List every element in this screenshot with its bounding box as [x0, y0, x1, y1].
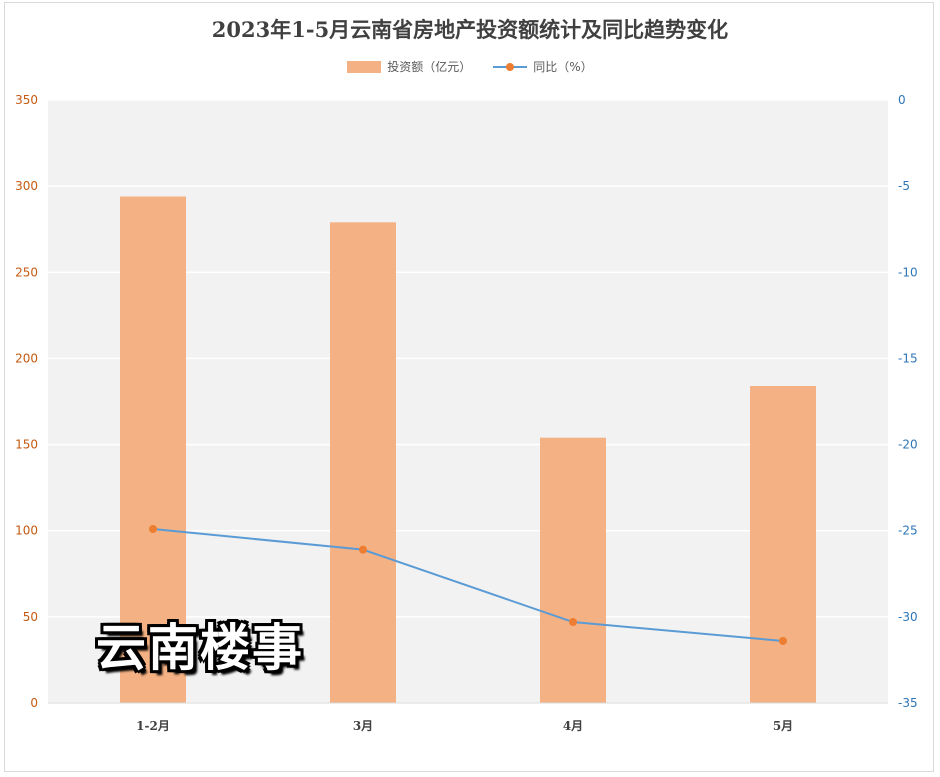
left-axis-tick-label: 300 — [15, 179, 38, 193]
right-axis-tick-label: -20 — [898, 438, 918, 452]
bar — [330, 222, 396, 703]
legend-item-yoy: 同比（%） — [493, 58, 593, 75]
left-axis-tick-label: 50 — [23, 610, 38, 624]
x-axis-tick-label: 4月 — [563, 719, 583, 733]
bar — [120, 196, 186, 704]
plot-area — [48, 100, 888, 703]
legend-label-investment: 投资额（亿元） — [387, 60, 472, 74]
right-axis-tick-label: -15 — [898, 351, 918, 365]
yoy-point — [779, 636, 787, 645]
x-axis-tick-label: 5月 — [773, 719, 793, 733]
left-axis-tick-label: 200 — [15, 351, 38, 365]
right-axis-tick-label: -5 — [898, 179, 910, 193]
right-axis-tick-label: -25 — [898, 524, 918, 538]
legend-label-yoy: 同比（%） — [533, 60, 593, 74]
right-axis-tick-label: -10 — [898, 265, 918, 279]
bar — [750, 385, 816, 703]
left-axis-tick-label: 150 — [15, 438, 38, 452]
legend-bar-swatch — [347, 60, 382, 73]
x-axis-tick-label: 3月 — [353, 719, 373, 733]
bar — [540, 437, 606, 703]
left-axis-tick-label: 0 — [30, 696, 38, 710]
chart-legend: 投资额（亿元） 同比（%） — [0, 58, 940, 75]
left-axis-tick-label: 100 — [15, 524, 38, 538]
legend-item-investment: 投资额（亿元） — [347, 58, 471, 75]
right-axis-tick-label: -30 — [898, 610, 918, 624]
chart-title: 2023年1-5月云南省房地产投资额统计及同比趋势变化 — [211, 17, 729, 42]
left-axis-tick-label: 350 — [15, 93, 38, 107]
left-axis-tick-label: 250 — [15, 265, 38, 279]
legend-line-swatch — [493, 61, 528, 73]
yoy-point — [569, 618, 577, 627]
right-axis-tick-label: 0 — [898, 93, 906, 107]
yoy-line — [152, 527, 784, 642]
x-axis-tick-label: 1-2月 — [136, 719, 170, 733]
yoy-point — [359, 545, 367, 554]
right-axis-tick-label: -35 — [898, 696, 918, 710]
yoy-point — [149, 524, 157, 533]
watermark: 云南楼事 — [96, 619, 304, 677]
